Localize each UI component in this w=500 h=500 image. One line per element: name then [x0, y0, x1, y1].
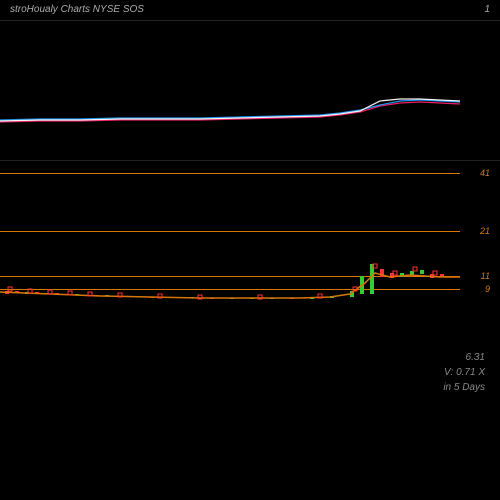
price-panel	[0, 20, 500, 160]
gridline-label: 21	[480, 226, 490, 236]
info-value: 6.31	[443, 350, 485, 365]
gridline-label: 9	[485, 284, 490, 294]
info-volume: V: 0.71 X	[443, 365, 485, 380]
gridline-label: 11	[481, 271, 490, 281]
indicator-panel: 41 21 11 9	[0, 160, 500, 390]
chart-title: stroHoualy Charts NYSE SOS	[10, 4, 144, 15]
price-lines-svg	[0, 21, 460, 161]
chart-container: 41 21 11 9 6.31 V: 0.71 X in 5 Days	[0, 20, 500, 500]
chart-page: 1	[484, 4, 490, 15]
gridline-label: 41	[480, 168, 490, 178]
info-block: 6.31 V: 0.71 X in 5 Days	[443, 350, 485, 395]
info-days: in 5 Days	[443, 380, 485, 395]
indicator-svg	[0, 161, 460, 391]
chart-header: stroHoualy Charts NYSE SOS 1	[0, 4, 500, 15]
